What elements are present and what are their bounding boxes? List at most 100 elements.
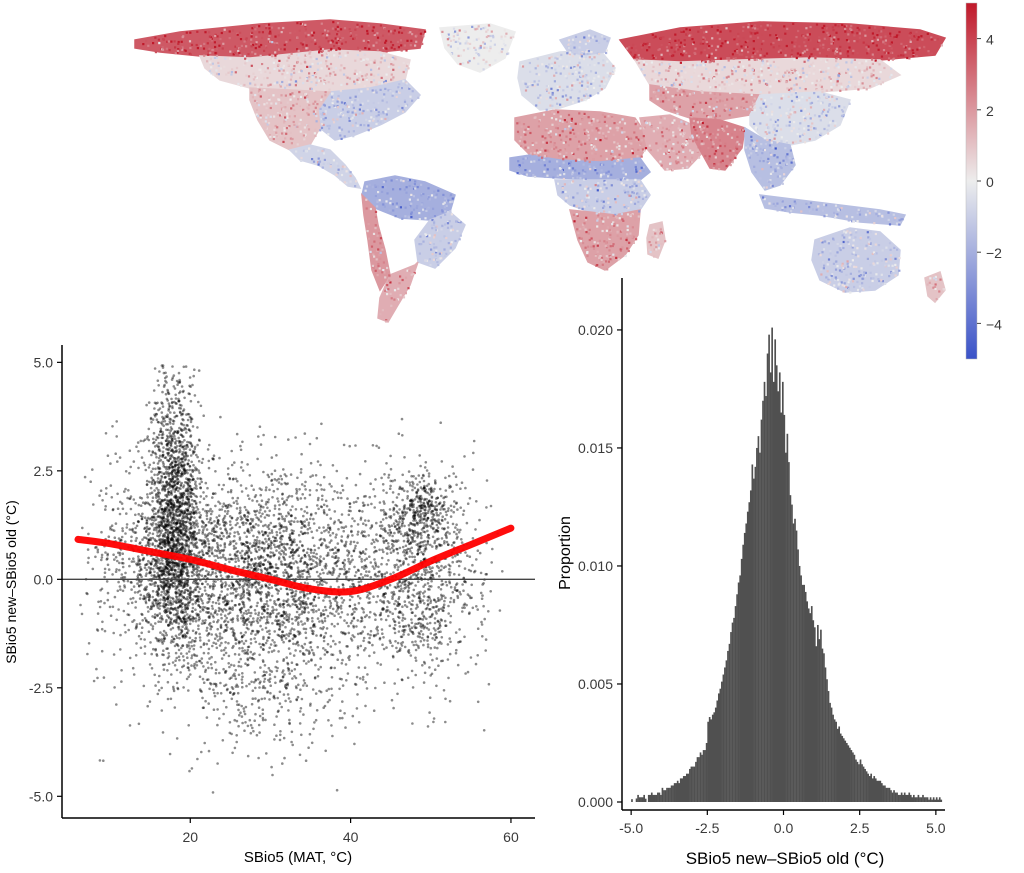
scatter-point [177,469,180,473]
map-pixel [741,100,745,103]
map-pixel [787,108,790,111]
map-pixel [834,106,837,109]
map-pixel [447,44,450,47]
map-pixel [838,49,842,52]
map-pixel [666,140,669,143]
map-pixel [847,242,850,245]
scatter-point [146,435,149,438]
map-pixel [454,53,457,56]
scatter-point [185,495,189,499]
map-pixel [283,48,286,51]
scatter-point [125,526,129,529]
map-pixel [581,80,584,83]
map-pixel [754,171,757,174]
map-pixel [389,211,392,215]
map-pixel [603,179,606,183]
map-pixel [381,34,385,37]
map-pixel [327,30,330,33]
map-pixel [934,275,937,278]
map-pixel [322,34,325,37]
map-pixel [384,41,387,44]
map-pixel [852,220,855,223]
map-pixel [434,226,437,229]
map-pixel [579,123,582,126]
map-pixel [229,50,232,53]
scatter-point [182,365,186,369]
map-pixel [400,87,403,90]
map-pixel [926,283,929,286]
scatter-point [167,409,170,412]
map-pixel [601,229,604,233]
map-pixel [796,133,799,136]
scatter-point [168,543,171,547]
map-pixel [747,145,750,148]
map-pixel [736,43,739,46]
map-pixel [870,277,873,280]
map-pixel [278,59,281,62]
map-pixel [328,106,331,109]
scatter-point [152,516,156,519]
map-pixel [658,88,661,91]
map-pixel [708,137,711,140]
map-pixel [587,137,590,140]
scatter-point [176,467,180,470]
map-pixel [430,224,433,227]
map-pixel [304,149,307,153]
scatter-point [170,523,173,527]
map-pixel [750,152,753,155]
map-pixel [630,137,633,140]
map-pixel [402,180,405,183]
map-pixel [664,145,667,148]
map-pixel [613,69,616,72]
map-pixel [714,150,718,153]
map-pixel [648,248,651,251]
scatter-point [198,439,201,442]
map-pixel [569,42,572,45]
map-pixel [645,195,648,198]
map-pixel [676,156,679,159]
map-pixel [433,215,437,218]
map-pixel [545,141,548,144]
scatter-point [163,488,166,491]
map-pixel [367,39,370,43]
map-pixel [170,40,173,43]
map-pixel [864,247,867,250]
map-pixel [207,50,210,53]
scatter-point [178,560,181,564]
scatter-point [156,544,160,547]
map-pixel [553,112,556,115]
scatter-point [178,530,181,533]
scatter-point [180,543,184,547]
map-pixel [374,210,378,213]
scatter-point [165,502,169,505]
map-pixel [346,76,349,79]
map-pixel [706,128,709,131]
map-pixel [343,165,346,168]
map-pixel [299,118,302,121]
map-pixel [678,105,681,108]
scatter-point [173,480,176,483]
map-pixel [327,40,330,43]
scatter-point [163,567,167,570]
map-pixel [633,182,636,185]
map-pixel [379,257,382,260]
map-pixel [637,62,641,65]
map-pixel [578,61,581,64]
scatter-point [189,510,193,514]
map-pixel [536,83,539,86]
map-pixel [829,272,832,275]
map-pixel [305,47,308,50]
map-pixel [553,144,556,147]
map-pixel [827,242,830,245]
scatter-point [171,376,175,380]
map-pixel [696,64,699,67]
map-pixel [628,194,631,197]
scatter-point [180,472,183,476]
map-pixel [370,73,373,76]
scatter-point [164,517,167,521]
map-pixel [304,96,307,99]
map-pixel [398,282,401,285]
scatter-point [172,385,176,388]
map-pixel [594,261,597,264]
map-pixel [279,85,282,88]
